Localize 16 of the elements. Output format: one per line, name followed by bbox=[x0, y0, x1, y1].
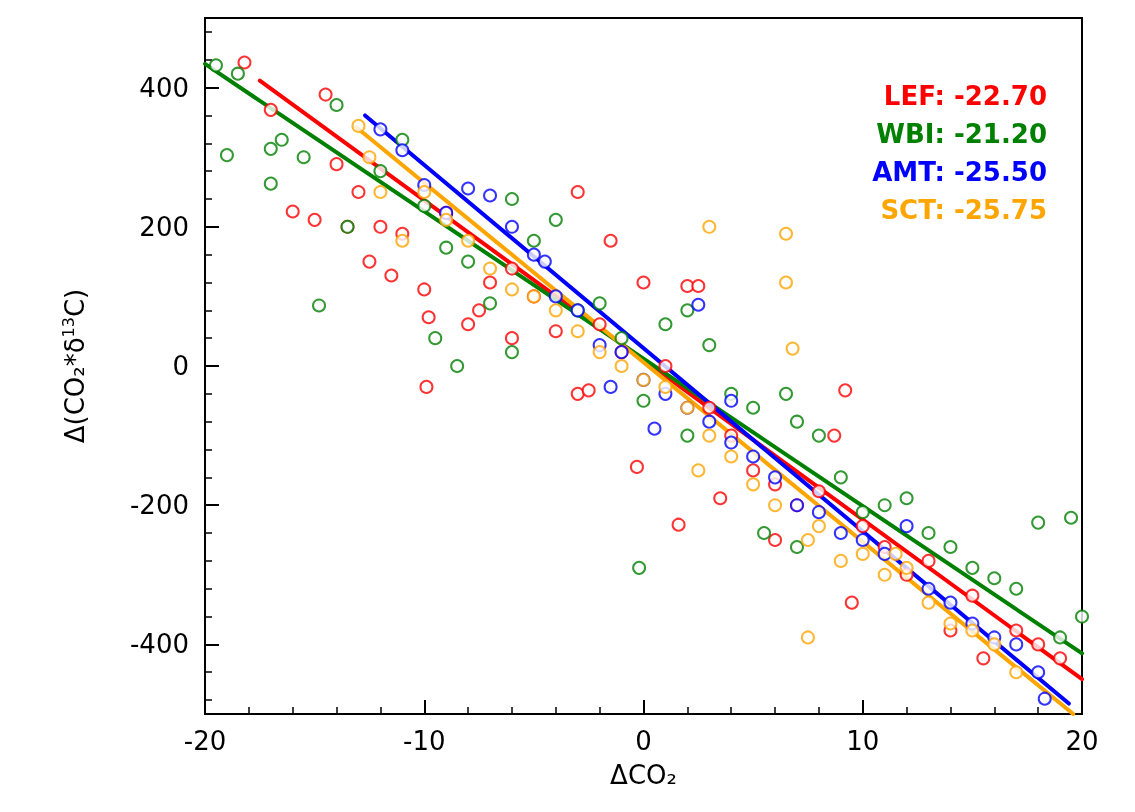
y-tick-label: 200 bbox=[139, 211, 189, 242]
y-tick-label: 400 bbox=[139, 72, 189, 103]
y-axis-title: Δ(CO₂*δ13C) bbox=[58, 288, 90, 444]
y-tick-label: 0 bbox=[172, 351, 189, 381]
x-axis-title: ΔCO₂ bbox=[610, 760, 677, 790]
x-tick-label: 10 bbox=[846, 726, 880, 756]
x-tick-label: -20 bbox=[183, 726, 227, 756]
x-tick-label: -10 bbox=[403, 726, 446, 756]
text: LEF: -22.70 bbox=[883, 81, 1047, 111]
y-tick-label: -200 bbox=[129, 490, 189, 521]
text: AMT: -25.50 bbox=[872, 157, 1047, 187]
y-tick-label: -400 bbox=[129, 629, 189, 660]
text: SCT: -25.75 bbox=[880, 195, 1047, 225]
x-tick-label: 0 bbox=[635, 726, 652, 756]
text: WBI: -21.20 bbox=[876, 119, 1047, 149]
x-tick-label: 20 bbox=[1065, 726, 1099, 756]
